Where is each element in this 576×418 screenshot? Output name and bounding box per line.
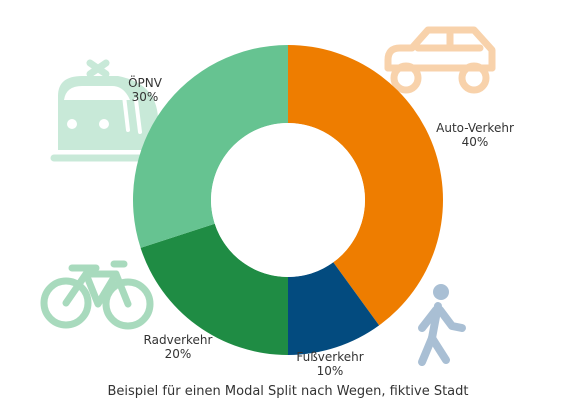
train-icon xyxy=(50,59,159,162)
pedestrian-icon xyxy=(418,284,466,366)
value-label-fussverkehr: 10% xyxy=(317,364,344,378)
value-label-radverkehr: 20% xyxy=(165,347,192,361)
label-auto-verkehr: Auto-Verkehr xyxy=(436,121,514,135)
bicycle-icon xyxy=(40,260,154,330)
segment-auto-verkehr xyxy=(288,45,444,326)
donut-hole xyxy=(211,123,365,277)
car-icon xyxy=(384,26,496,94)
value-label-auto-verkehr: 40% xyxy=(462,135,489,149)
chart-caption: Beispiel für einen Modal Split nach Wege… xyxy=(107,384,469,399)
segment-radverkehr xyxy=(140,223,288,355)
label-oepnv: ÖPNV xyxy=(128,74,163,90)
segment-fussverkehr xyxy=(288,262,380,355)
label-fussverkehr: Fußverkehr xyxy=(296,350,363,364)
value-label-oepnv: 30% xyxy=(132,90,159,104)
label-radverkehr: Radverkehr xyxy=(144,333,213,347)
segment-oepnv xyxy=(133,45,288,248)
donut-segments xyxy=(133,45,444,355)
